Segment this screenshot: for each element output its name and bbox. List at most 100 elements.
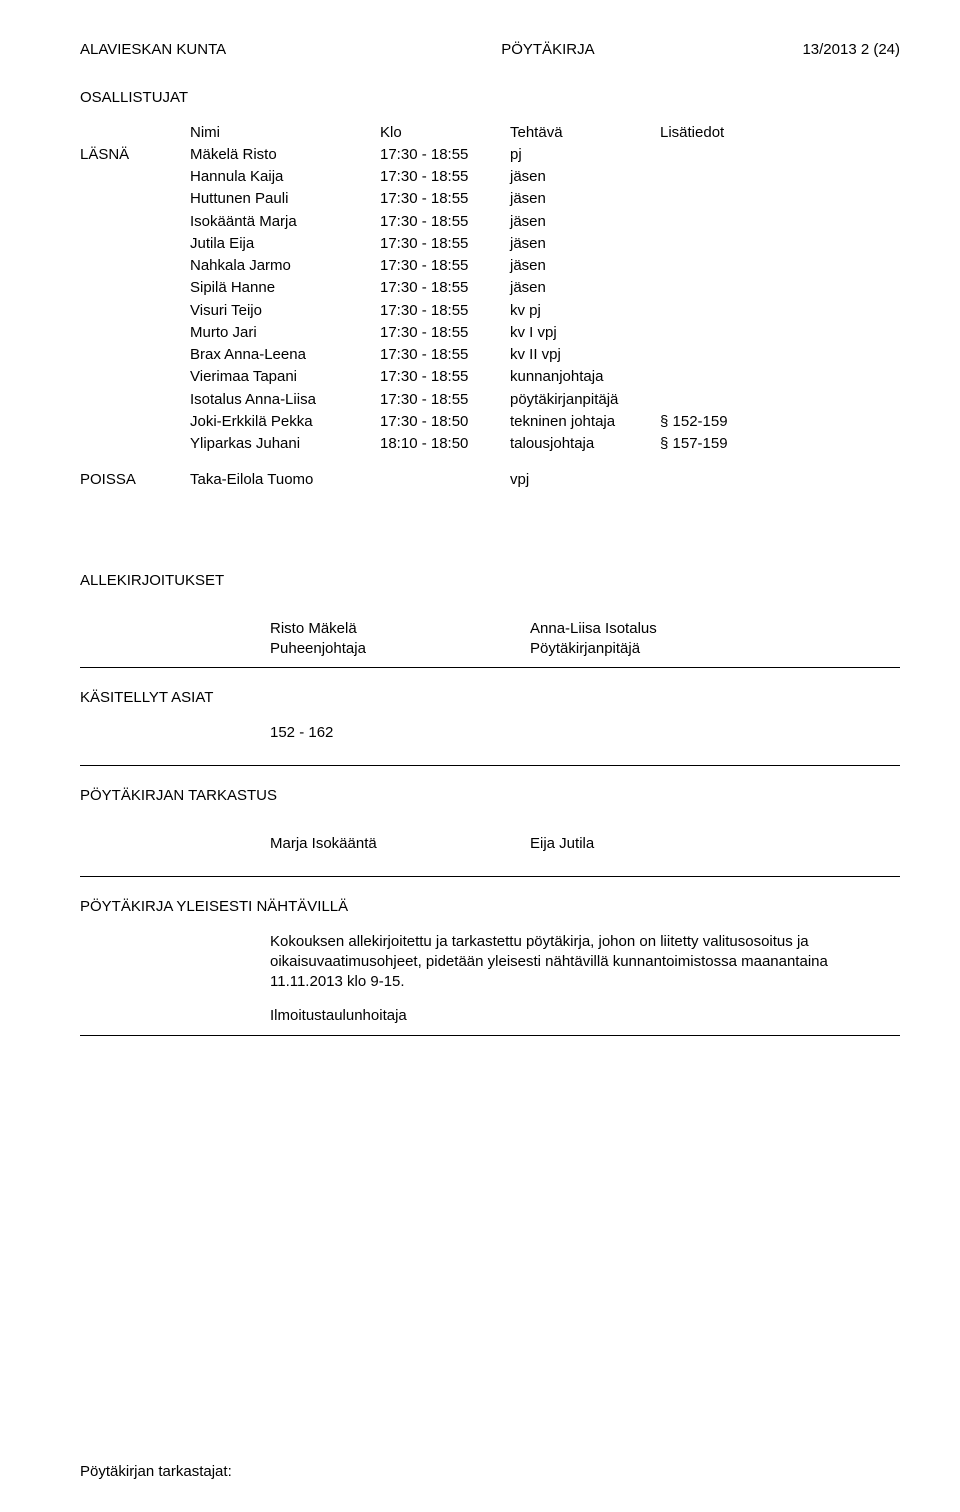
table-row: LÄSNÄMäkelä Risto17:30 - 18:55pj bbox=[80, 145, 900, 165]
present-label bbox=[80, 234, 190, 254]
public-text: Kokouksen allekirjoitettu ja tarkastettu… bbox=[80, 932, 900, 993]
signatures-title: ALLEKIRJOITUKSET bbox=[80, 571, 900, 591]
attendee-role: kv pj bbox=[510, 301, 660, 321]
handled-range: 152 - 162 bbox=[80, 723, 900, 743]
attendee-name: Sipilä Hanne bbox=[190, 278, 380, 298]
divider bbox=[80, 765, 900, 766]
divider bbox=[80, 876, 900, 877]
present-label bbox=[80, 434, 190, 454]
attendee-role: pj bbox=[510, 145, 660, 165]
divider bbox=[80, 667, 900, 668]
participants-title: OSALLISTUJAT bbox=[80, 88, 900, 108]
present-label bbox=[80, 390, 190, 410]
present-label bbox=[80, 345, 190, 365]
attendee-note bbox=[660, 278, 900, 298]
attendee-note: § 152-159 bbox=[660, 412, 900, 432]
attendee-note bbox=[660, 212, 900, 232]
present-label bbox=[80, 367, 190, 387]
attendee-time: 17:30 - 18:55 bbox=[380, 323, 510, 343]
signatures-block: Risto Mäkelä Anna-Liisa Isotalus Puheenj… bbox=[80, 619, 900, 660]
col-status-blank bbox=[80, 123, 190, 143]
col-header-time: Klo bbox=[380, 123, 510, 143]
table-row: Brax Anna-Leena17:30 - 18:55kv II vpj bbox=[80, 345, 900, 365]
attendee-note bbox=[660, 145, 900, 165]
attendee-note bbox=[660, 345, 900, 365]
table-row: Isokääntä Marja17:30 - 18:55jäsen bbox=[80, 212, 900, 232]
reviewers-block: Marja Isokääntä Eija Jutila bbox=[80, 834, 900, 854]
attendee-role: tekninen johtaja bbox=[510, 412, 660, 432]
attendee-note bbox=[660, 323, 900, 343]
signature-left-role: Puheenjohtaja bbox=[270, 639, 530, 659]
attendee-name: Mäkelä Risto bbox=[190, 145, 380, 165]
header-page-ref: 13/2013 2 (24) bbox=[802, 40, 900, 60]
attendee-name: Hannula Kaija bbox=[190, 167, 380, 187]
public-signer: Ilmoitustaulunhoitaja bbox=[80, 1006, 900, 1026]
signature-right-name: Anna-Liisa Isotalus bbox=[530, 619, 900, 639]
attendee-time: 17:30 - 18:55 bbox=[380, 167, 510, 187]
attendee-time: 17:30 - 18:55 bbox=[380, 145, 510, 165]
attendee-note bbox=[660, 367, 900, 387]
present-label bbox=[80, 212, 190, 232]
table-row: POISSATaka-Eilola Tuomovpj bbox=[80, 470, 900, 490]
attendee-name: Nahkala Jarmo bbox=[190, 256, 380, 276]
present-label bbox=[80, 278, 190, 298]
col-header-name: Nimi bbox=[190, 123, 380, 143]
col-header-note: Lisätiedot bbox=[660, 123, 900, 143]
present-label bbox=[80, 323, 190, 343]
attendee-name: Taka-Eilola Tuomo bbox=[190, 470, 380, 490]
divider bbox=[80, 1035, 900, 1036]
attendee-role: kv I vpj bbox=[510, 323, 660, 343]
attendee-time: 17:30 - 18:55 bbox=[380, 278, 510, 298]
table-row: Visuri Teijo17:30 - 18:55kv pj bbox=[80, 301, 900, 321]
attendee-role: jäsen bbox=[510, 189, 660, 209]
attendee-name: Brax Anna-Leena bbox=[190, 345, 380, 365]
attendee-note bbox=[660, 390, 900, 410]
col-header-role: Tehtävä bbox=[510, 123, 660, 143]
attendee-role: jäsen bbox=[510, 212, 660, 232]
attendee-time: 17:30 - 18:55 bbox=[380, 212, 510, 232]
attendee-role: jäsen bbox=[510, 167, 660, 187]
table-row: Nahkala Jarmo17:30 - 18:55jäsen bbox=[80, 256, 900, 276]
table-row: Joki-Erkkilä Pekka17:30 - 18:50tekninen … bbox=[80, 412, 900, 432]
attendee-name: Yliparkas Juhani bbox=[190, 434, 380, 454]
table-row: Sipilä Hanne17:30 - 18:55jäsen bbox=[80, 278, 900, 298]
table-row: Yliparkas Juhani18:10 - 18:50talousjohta… bbox=[80, 434, 900, 454]
attendee-time: 17:30 - 18:55 bbox=[380, 345, 510, 365]
attendee-name: Jutila Eija bbox=[190, 234, 380, 254]
handled-title: KÄSITELLYT ASIAT bbox=[80, 688, 900, 708]
present-label bbox=[80, 256, 190, 276]
attendee-note bbox=[660, 189, 900, 209]
attendee-note bbox=[660, 234, 900, 254]
attendee-role: talousjohtaja bbox=[510, 434, 660, 454]
attendee-name: Isotalus Anna-Liisa bbox=[190, 390, 380, 410]
present-label bbox=[80, 189, 190, 209]
attendee-role: pöytäkirjanpitäjä bbox=[510, 390, 660, 410]
signature-right-role: Pöytäkirjanpitäjä bbox=[530, 639, 900, 659]
attendee-note bbox=[660, 470, 900, 490]
attendee-name: Visuri Teijo bbox=[190, 301, 380, 321]
attendee-time: 17:30 - 18:55 bbox=[380, 367, 510, 387]
attendee-time: 17:30 - 18:50 bbox=[380, 412, 510, 432]
attendee-role: kv II vpj bbox=[510, 345, 660, 365]
public-title: PÖYTÄKIRJA YLEISESTI NÄHTÄVILLÄ bbox=[80, 897, 900, 917]
table-row: Hannula Kaija17:30 - 18:55jäsen bbox=[80, 167, 900, 187]
attendee-note bbox=[660, 167, 900, 187]
attendee-time bbox=[380, 470, 510, 490]
attendee-time: 17:30 - 18:55 bbox=[380, 390, 510, 410]
attendee-note bbox=[660, 256, 900, 276]
attendee-note: § 157-159 bbox=[660, 434, 900, 454]
review-title: PÖYTÄKIRJAN TARKASTUS bbox=[80, 786, 900, 806]
attendee-name: Isokääntä Marja bbox=[190, 212, 380, 232]
present-label bbox=[80, 167, 190, 187]
table-header-row: Nimi Klo Tehtävä Lisätiedot bbox=[80, 123, 900, 143]
attendee-time: 17:30 - 18:55 bbox=[380, 256, 510, 276]
present-label bbox=[80, 412, 190, 432]
table-row: Murto Jari17:30 - 18:55kv I vpj bbox=[80, 323, 900, 343]
present-label bbox=[80, 301, 190, 321]
attendee-note bbox=[660, 301, 900, 321]
attendee-time: 18:10 - 18:50 bbox=[380, 434, 510, 454]
footer-text: Pöytäkirjan tarkastajat: bbox=[80, 1462, 232, 1482]
table-row: Jutila Eija17:30 - 18:55jäsen bbox=[80, 234, 900, 254]
table-row: Huttunen Pauli17:30 - 18:55jäsen bbox=[80, 189, 900, 209]
present-rows: LÄSNÄMäkelä Risto17:30 - 18:55pjHannula … bbox=[80, 145, 900, 455]
